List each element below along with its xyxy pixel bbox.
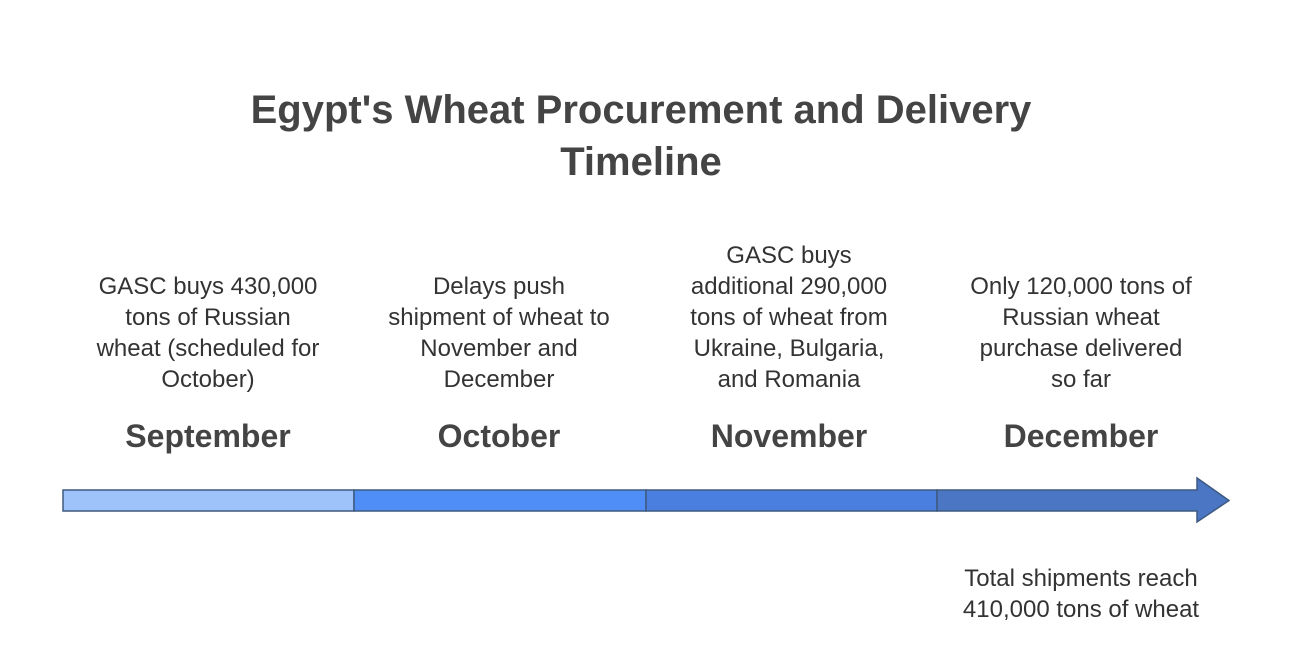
segment [62, 489, 355, 512]
event-description: GASC buys additional 290,000 tons of wheat… [649, 200, 929, 395]
description-line: Only 120,000 tons of [970, 273, 1192, 300]
description-line: December [443, 366, 555, 393]
description-line: GASC buys 430,000 [98, 273, 318, 300]
description-line: additional 290,000 [690, 273, 888, 300]
description-line: November and [420, 335, 578, 362]
description-line: so far [1050, 366, 1112, 393]
description-line: and Romania [717, 366, 861, 393]
event-description: Delays push shipment of wheat to November … [359, 200, 639, 395]
description-line: Ukraine, Bulgaria, [693, 335, 885, 362]
month-label: October [437, 418, 561, 454]
title: Egypt's Wheat Procurement and Delivery T… [250, 88, 1032, 184]
month-label: December [1003, 418, 1159, 454]
note-line: 410,000 tons of wheat [962, 596, 1200, 623]
arrow-segment [936, 476, 1231, 524]
month-label: September [125, 418, 291, 454]
description-line: tons of Russian [125, 304, 291, 331]
month-label: November [710, 418, 868, 454]
description-line: GASC buys [726, 242, 852, 269]
segment [353, 489, 647, 512]
description-line: shipment of wheat to [388, 304, 610, 331]
note-line: Total shipments reach [964, 565, 1198, 592]
description-line: purchase delivered [979, 335, 1183, 362]
description-line: wheat (scheduled for [96, 335, 320, 362]
event-description: Only 120,000 tons of Russian wheat purchas… [941, 200, 1221, 395]
description-line: tons of wheat from [690, 304, 888, 331]
description-line: Russian wheat [1002, 304, 1160, 331]
segment [645, 489, 938, 512]
description-line: Delays push [432, 273, 566, 300]
event-description: GASC buys 430,000 tons of Russian wheat (s… [68, 200, 348, 395]
note: Total shipments reach 410,000 tons of whe… [941, 563, 1221, 625]
description-line: October) [161, 366, 255, 393]
